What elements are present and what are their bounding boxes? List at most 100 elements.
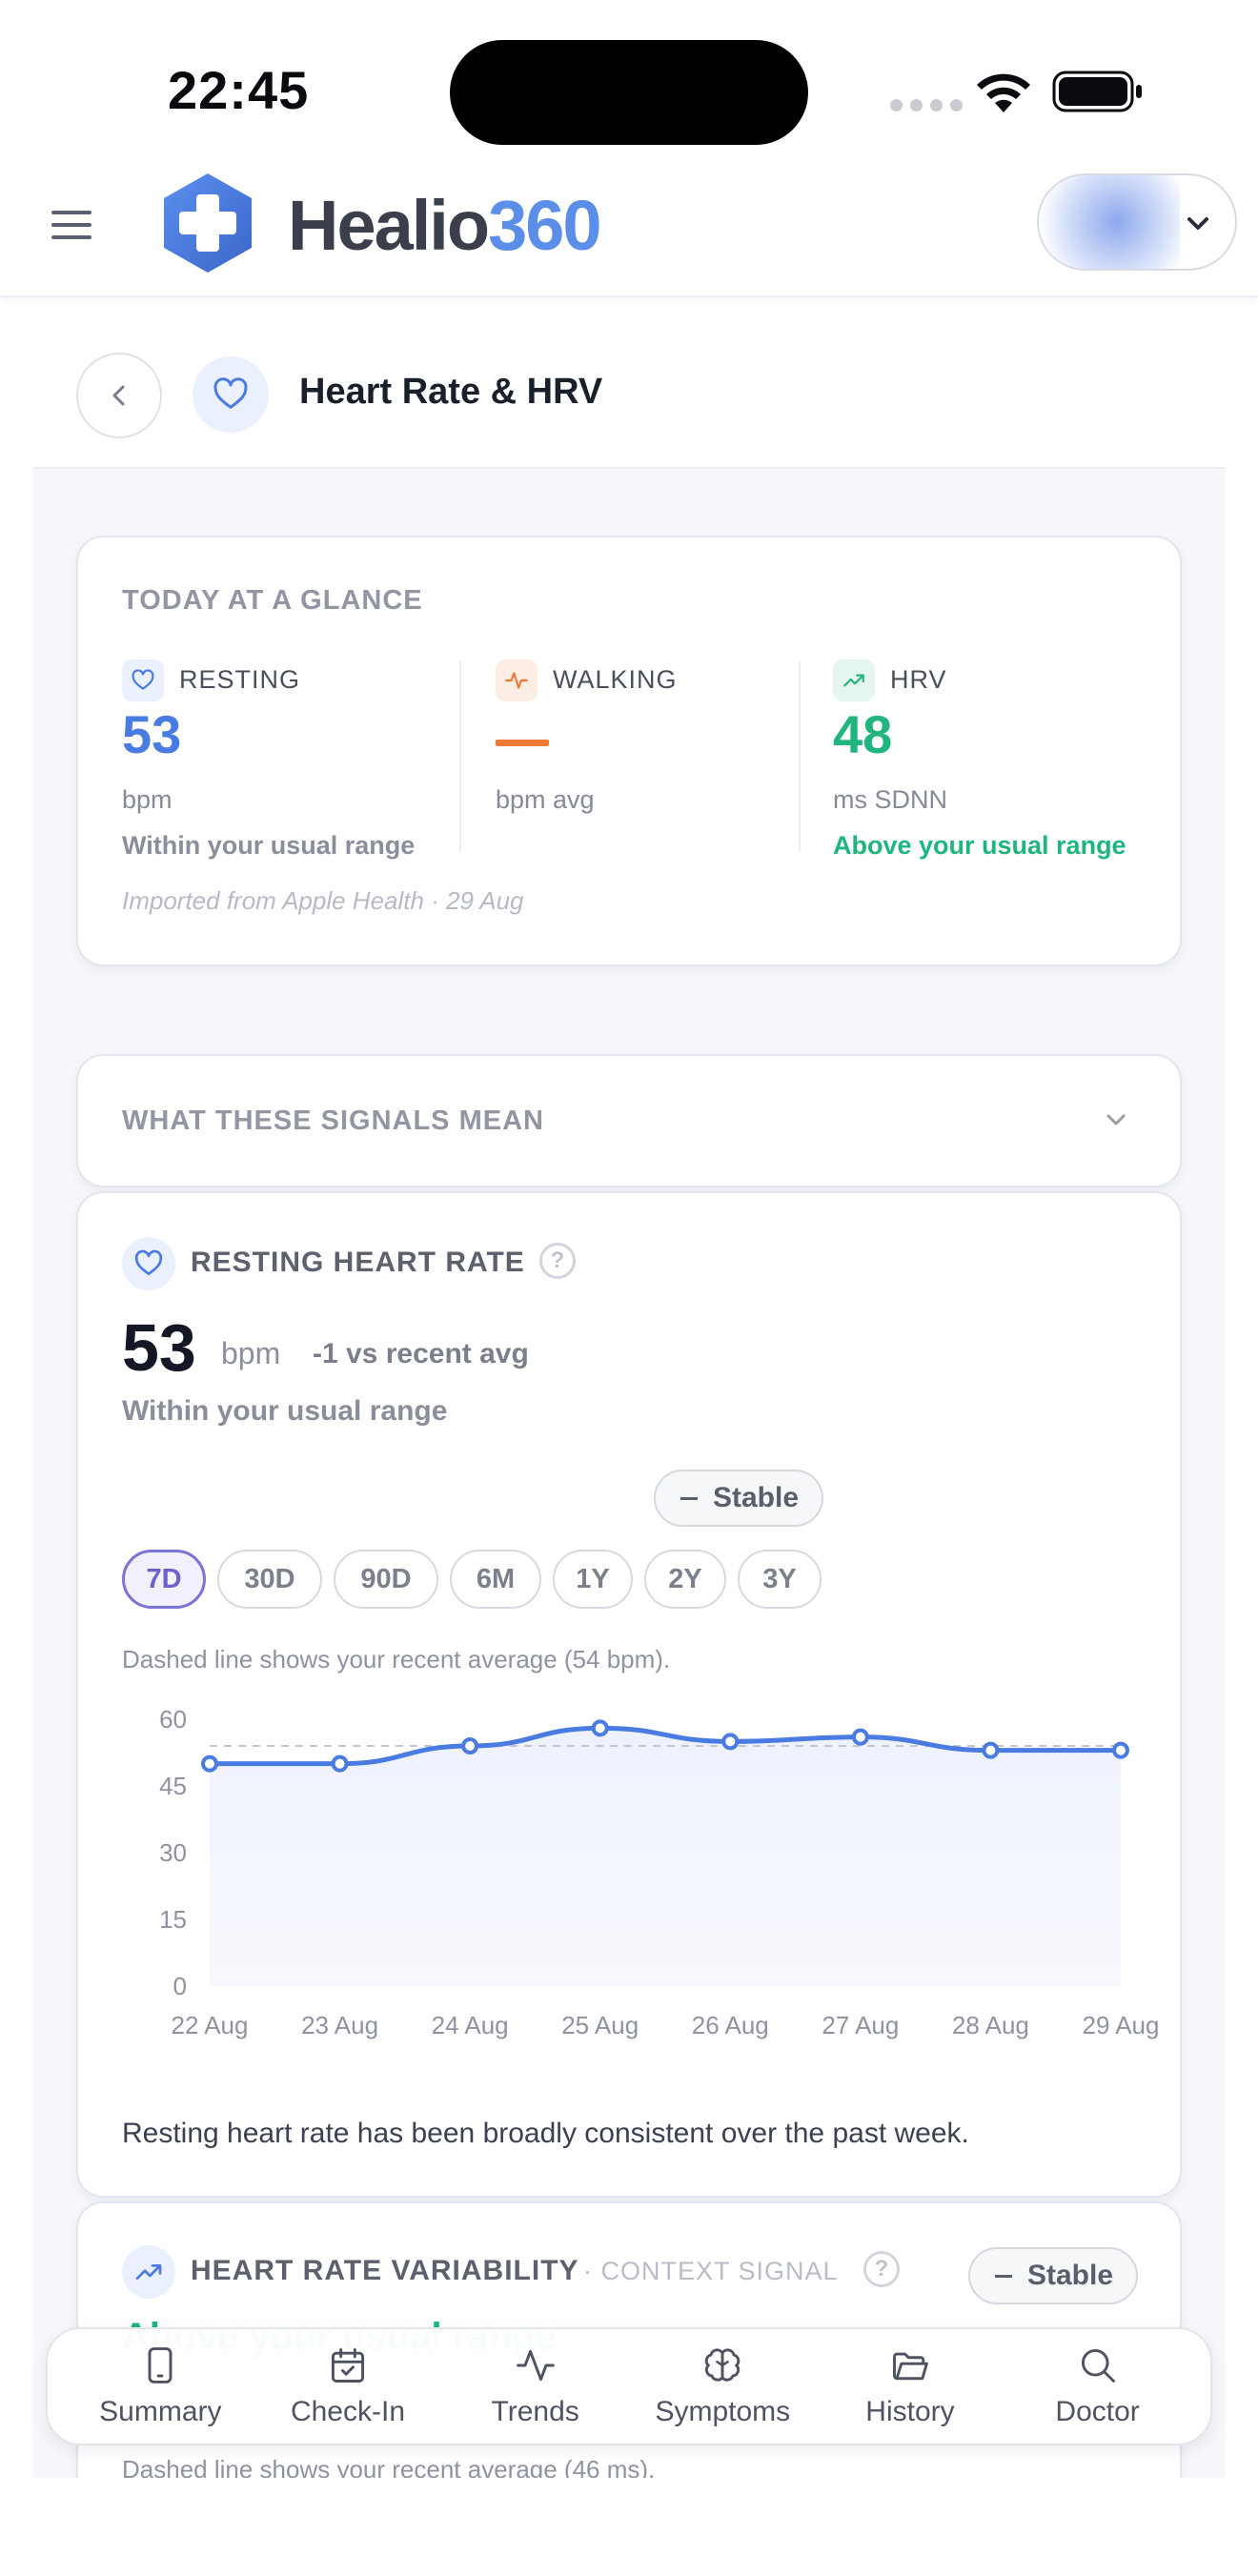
page-title: Heart Rate & HRV [299, 372, 603, 412]
chart-area [210, 1728, 1121, 1986]
range-tab-1y[interactable]: 1Y [553, 1550, 633, 1609]
big-value: 53 [122, 1310, 196, 1385]
chart-summary: Resting heart rate has been broadly cons… [122, 2118, 969, 2149]
metric-note: Above your usual range [833, 831, 1126, 860]
phone-icon [148, 2347, 172, 2383]
heart-icon [122, 659, 164, 701]
x-tick-label: 25 Aug [561, 2011, 639, 2039]
avatar [1039, 175, 1180, 269]
series-line [207, 1725, 1124, 1767]
x-tick-label: 29 Aug [1083, 2011, 1160, 2039]
data-point [461, 1737, 479, 1755]
folder-icon [892, 2352, 928, 2381]
chart-note: Dashed line shows your recent average (5… [122, 1645, 671, 1673]
logo-icon [164, 173, 252, 273]
range-tab-30d[interactable]: 30D [217, 1550, 322, 1609]
metric-resting: RESTING 53 bpm Within your usual range [122, 659, 452, 865]
metric-name: RESTING [179, 665, 301, 694]
range-tab-6m[interactable]: 6M [450, 1550, 541, 1609]
range-tabs: 7D 30D 90D 6M 1Y 2Y 3Y [122, 1550, 822, 1609]
divider [799, 661, 801, 852]
page-subheader: Heart Rate & HRV [32, 316, 1226, 469]
range-tab-90d[interactable]: 90D [334, 1550, 438, 1609]
x-tick-label: 26 Aug [692, 2011, 769, 2039]
range-tab-7d[interactable]: 7D [122, 1550, 206, 1609]
trend-label: Stable [712, 1482, 799, 1513]
minus-icon [995, 2274, 1012, 2278]
signals-accordion[interactable]: WHAT THESE SIGNALS MEAN [76, 1054, 1182, 1187]
nav-doctor[interactable]: Doctor [1012, 2344, 1184, 2428]
trend-up-icon [122, 2245, 175, 2299]
pulse-icon [496, 659, 538, 701]
chevron-down-icon [1106, 1114, 1126, 1126]
metric-name: HRV [890, 665, 947, 694]
y-tick-label: 0 [173, 1972, 187, 2000]
metric-value: 48 [833, 704, 893, 764]
nav-history[interactable]: History [824, 2344, 996, 2428]
card-title: RESTING HEART RATE [191, 1247, 525, 1278]
metric-walking: WALKING bpm avg [496, 659, 801, 865]
trend-badge: Stable [968, 2247, 1138, 2304]
data-point [851, 1728, 869, 1746]
nav-label: Trends [491, 2396, 579, 2427]
data-point [591, 1719, 609, 1737]
heart-icon [122, 1237, 175, 1290]
metric-unit: ms SDNN [833, 785, 947, 814]
x-tick-label: 24 Aug [432, 2011, 509, 2039]
trend-label: Stable [1026, 2260, 1113, 2291]
trend-up-icon [833, 659, 875, 701]
metric-unit: bpm avg [496, 785, 595, 814]
battery-icon [1052, 71, 1142, 112]
y-tick-label: 30 [159, 1838, 187, 1867]
divider [459, 661, 461, 852]
help-icon[interactable]: ? [539, 1243, 576, 1279]
menu-button[interactable] [51, 202, 97, 248]
data-point [201, 1755, 218, 1773]
y-tick-label: 60 [159, 1705, 187, 1734]
data-point [331, 1755, 349, 1773]
y-tick-label: 45 [159, 1772, 187, 1800]
range-tab-3y[interactable]: 3Y [738, 1550, 822, 1609]
data-point [721, 1733, 740, 1751]
data-point [982, 1741, 1000, 1759]
nav-symptoms[interactable]: Symptoms [637, 2344, 808, 2428]
cellular-signal-icon [890, 99, 963, 112]
minus-icon [680, 1496, 698, 1500]
nav-label: Check-In [290, 2396, 405, 2427]
chevron-left-icon [112, 385, 125, 406]
value-delta: -1 vs recent avg [313, 1338, 529, 1369]
dynamic-island [450, 40, 808, 145]
profile-menu-button[interactable] [1037, 173, 1237, 271]
home-indicator-area [0, 2478, 1258, 2576]
help-icon[interactable]: ? [863, 2251, 900, 2287]
nav-label: Symptoms [655, 2396, 791, 2427]
metric-hrv: HRV 48 ms SDNN Above your usual range [833, 659, 1147, 865]
data-point [1112, 1741, 1129, 1759]
nav-label: Doctor [1055, 2396, 1140, 2427]
nav-check-in[interactable]: Check-In [262, 2344, 434, 2428]
status-bar: 22:45 [0, 0, 1258, 162]
range-note: Within your usual range [122, 1395, 448, 1427]
brand-logo: Healio360 [288, 186, 602, 265]
glance-label: TODAY AT A GLANCE [122, 585, 423, 616]
context-label: · CONTEXT SIGNAL [583, 2257, 839, 2285]
brain-icon [705, 2348, 741, 2382]
back-button[interactable] [76, 353, 162, 438]
nav-trends[interactable]: Trends [450, 2344, 621, 2428]
glance-card: TODAY AT A GLANCE RESTING 53 bpm Within … [76, 536, 1182, 966]
status-time: 22:45 [168, 60, 310, 120]
no-value-dash [496, 740, 549, 746]
value-unit: bpm [221, 1336, 281, 1370]
metric-note: Within your usual range [122, 831, 416, 860]
heart-icon [193, 356, 269, 433]
metric-name: WALKING [553, 665, 678, 694]
x-tick-label: 28 Aug [952, 2011, 1029, 2039]
import-note: Imported from Apple Health · 29 Aug [122, 886, 524, 915]
card-title: HEART RATE VARIABILITY [191, 2255, 579, 2286]
nav-summary[interactable]: Summary [74, 2344, 246, 2428]
nav-label: History [865, 2396, 955, 2427]
resting-hr-chart: 0 15 30 45 60 22 Aug 23 Aug 24 Aug 25 Aug 26 Aug 2… [159, 1705, 1160, 2039]
range-tab-2y[interactable]: 2Y [644, 1550, 726, 1609]
nav-label: Summary [99, 2396, 222, 2427]
metric-unit: bpm [122, 785, 172, 814]
